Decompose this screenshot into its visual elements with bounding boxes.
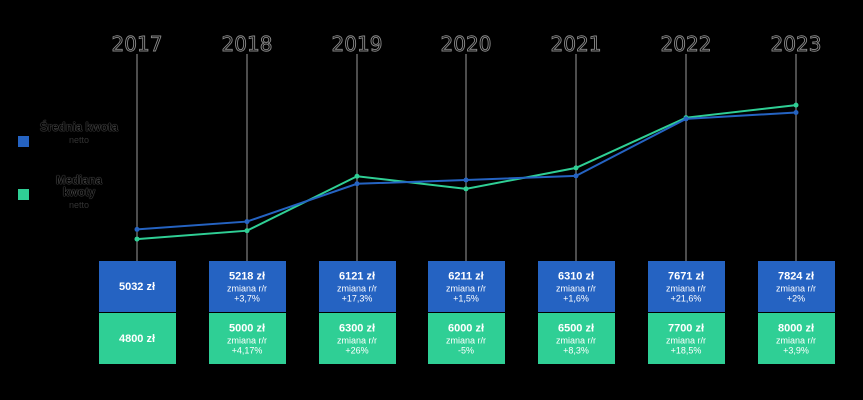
- median-value: 6500 zł: [557, 322, 595, 334]
- median-box-2022: 7700 zł zmiana r/r +18,5%: [647, 313, 725, 364]
- average-change-value: +21,6%: [670, 293, 702, 304]
- average-change-label: zmiana r/r: [775, 283, 816, 293]
- legend-swatch-median: [18, 189, 29, 200]
- point-median-2017: [134, 236, 140, 242]
- point-median-2021: [573, 165, 579, 171]
- median-change-value: +18,5%: [670, 345, 702, 356]
- median-change-label: zmiana r/r: [555, 335, 596, 345]
- average-box-2023: 7824 zł zmiana r/r +2%: [757, 261, 835, 312]
- point-median-2018: [244, 228, 250, 234]
- average-change-label: zmiana r/r: [665, 283, 706, 293]
- median-value: 6300 zł: [338, 322, 376, 334]
- median-change-value: +26%: [345, 345, 369, 356]
- year-label-2018: 2018: [222, 32, 273, 56]
- average-change-label: zmiana r/r: [226, 283, 267, 293]
- average-value: 5032 zł: [118, 280, 156, 293]
- median-box-2021: 6500 zł zmiana r/r +8,3%: [537, 313, 615, 364]
- median-box-2019: 6300 zł zmiana r/r +26%: [318, 313, 396, 364]
- legend-sub-median: netto: [68, 200, 90, 210]
- point-average-2022: [683, 116, 689, 122]
- legend-swatch-average: [18, 136, 29, 147]
- average-change-label: zmiana r/r: [336, 283, 377, 293]
- average-value: 6310 zł: [557, 270, 595, 282]
- median-change-label: zmiana r/r: [665, 335, 706, 345]
- year-labels: 2017 2018 2019 2020 2021 2022 2023: [111, 32, 822, 57]
- legend-label-average: Średnia kwota: [40, 122, 118, 134]
- average-change-value: +3,7%: [234, 293, 260, 304]
- legend-sub-average: netto: [68, 135, 90, 145]
- average-change-value: +17,3%: [341, 293, 373, 304]
- median-box-2017: 4800 zł: [98, 313, 176, 364]
- point-median-2020: [463, 186, 469, 192]
- year-label-2019: 2019: [332, 32, 383, 56]
- point-median-2023: [793, 102, 799, 108]
- point-average-2023: [793, 109, 799, 115]
- average-value: 7671 zł: [667, 270, 705, 282]
- average-change-value: +1,6%: [563, 293, 589, 304]
- average-box-2021: 6310 zł zmiana r/r +1,6%: [537, 261, 615, 312]
- point-average-2019: [354, 181, 360, 187]
- average-value: 6121 zł: [338, 270, 376, 282]
- median-box-2020: 6000 zł zmiana r/r -5%: [427, 313, 505, 364]
- median-value: 7700 zł: [667, 322, 705, 334]
- average-box-2020: 6211 zł zmiana r/r +1,5%: [427, 261, 505, 312]
- average-box-2018: 5218 zł zmiana r/r +3,7%: [208, 261, 286, 312]
- average-box-2022: 7671 zł zmiana r/r +21,6%: [647, 261, 725, 312]
- average-change-label: zmiana r/r: [555, 283, 596, 293]
- year-label-2021: 2021: [551, 32, 602, 56]
- median-value: 8000 zł: [777, 322, 815, 334]
- legend-label-median: Mediana kwoty: [55, 175, 102, 199]
- year-label-2017: 2017: [112, 32, 163, 56]
- median-value: 4800 zł: [118, 332, 156, 345]
- point-average-2018: [244, 219, 250, 225]
- year-label-2023: 2023: [771, 32, 822, 56]
- average-value: 7824 zł: [777, 270, 815, 282]
- median-value: 6000 zł: [447, 322, 485, 334]
- average-value: 5218 zł: [228, 270, 266, 282]
- median-value: 5000 zł: [228, 322, 266, 334]
- average-box-2019: 6121 zł zmiana r/r +17,3%: [318, 261, 396, 312]
- median-change-value: -5%: [457, 345, 474, 356]
- year-gridlines: [136, 54, 797, 262]
- point-average-2021: [573, 173, 579, 179]
- median-change-value: +3,9%: [783, 345, 809, 356]
- median-change-value: +4,17%: [231, 345, 263, 356]
- average-change-label: zmiana r/r: [445, 283, 486, 293]
- point-median-2019: [354, 173, 360, 179]
- median-change-label: zmiana r/r: [336, 335, 377, 345]
- year-label-2022: 2022: [661, 32, 712, 56]
- average-box-2017: 5032 zł: [98, 261, 176, 312]
- series-points: [134, 102, 799, 242]
- year-label-2020: 2020: [441, 32, 492, 56]
- median-box-2023: 8000 zł zmiana r/r +3,9%: [757, 313, 835, 364]
- average-change-value: +2%: [786, 293, 806, 304]
- average-change-value: +1,5%: [453, 293, 479, 304]
- median-change-label: zmiana r/r: [775, 335, 816, 345]
- average-value: 6211 zł: [448, 270, 484, 282]
- median-box-2018: 5000 zł zmiana r/r +4,17%: [208, 313, 286, 364]
- point-average-2017: [134, 226, 140, 232]
- point-average-2020: [463, 177, 469, 183]
- median-change-label: zmiana r/r: [445, 335, 486, 345]
- median-change-label: zmiana r/r: [226, 335, 267, 345]
- median-change-value: +8,3%: [563, 345, 589, 356]
